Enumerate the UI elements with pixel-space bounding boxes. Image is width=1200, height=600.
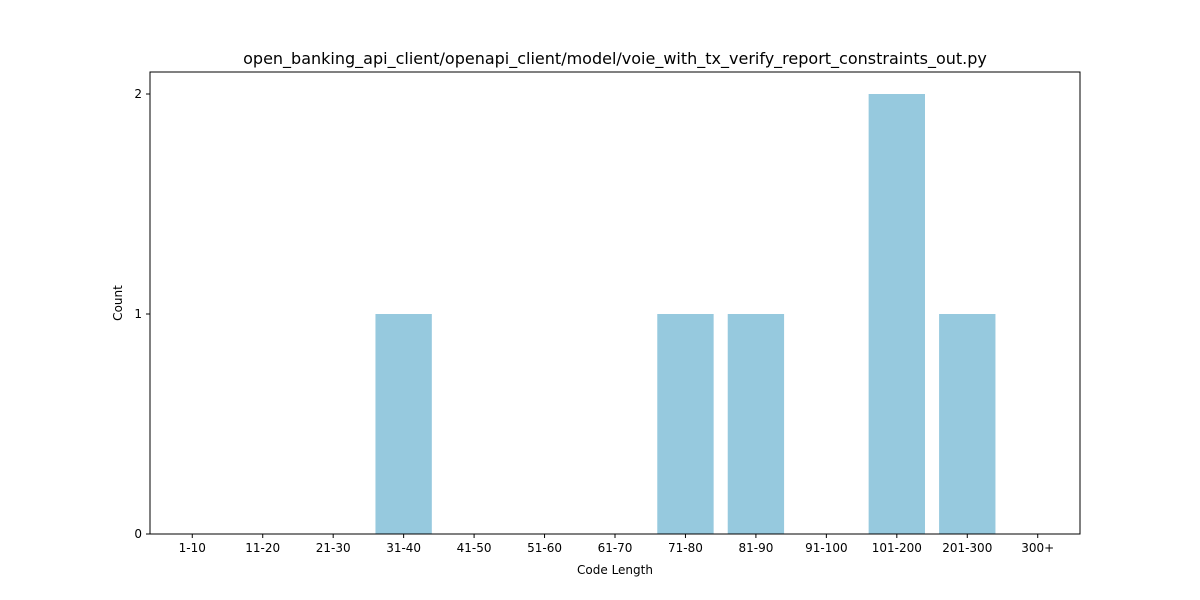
x-tick-label: 101-200 — [872, 541, 922, 555]
x-tick-label: 201-300 — [942, 541, 992, 555]
x-tick-label: 41-50 — [457, 541, 492, 555]
y-axis-label: Count — [111, 285, 125, 321]
bar-81-90 — [727, 314, 785, 534]
x-tick-label: 31-40 — [386, 541, 421, 555]
bar-201-300 — [939, 314, 996, 534]
y-tick-label: 0 — [134, 527, 142, 541]
x-tick-label: 91-100 — [805, 541, 848, 555]
x-axis-label: Code Length — [577, 563, 653, 577]
x-tick-label: 51-60 — [527, 541, 562, 555]
bar-71-80 — [657, 314, 714, 534]
bars-group — [375, 94, 996, 534]
x-tick-label: 21-30 — [316, 541, 351, 555]
y-axis-ticks: 0 1 2 — [134, 87, 150, 541]
bar-31-40 — [375, 314, 432, 534]
y-tick-label: 1 — [134, 307, 142, 321]
x-axis-ticks: 1-10 11-20 21-30 31-40 41-50 51-60 61-70 71-80 8… — [179, 534, 1054, 555]
x-tick-label: 61-70 — [598, 541, 633, 555]
x-tick-label: 300+ — [1021, 541, 1054, 555]
y-tick-label: 2 — [134, 87, 142, 101]
x-tick-label: 81-90 — [738, 541, 773, 555]
x-tick-label: 11-20 — [245, 541, 280, 555]
chart-title: open_banking_api_client/openapi_client/m… — [243, 49, 987, 69]
x-tick-label: 1-10 — [179, 541, 206, 555]
x-tick-label: 71-80 — [668, 541, 703, 555]
bar-101-200 — [868, 94, 925, 534]
